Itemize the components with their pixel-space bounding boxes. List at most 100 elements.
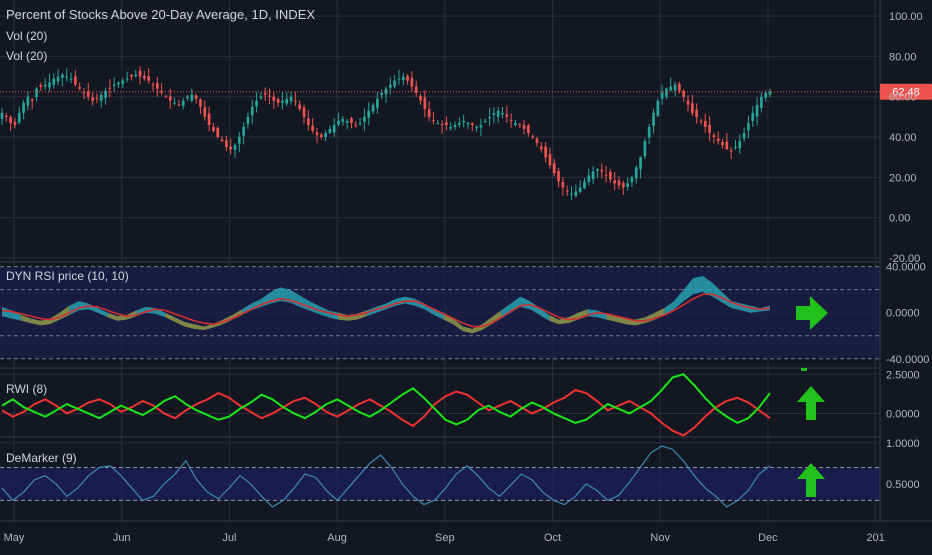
axis-layer: May Jun Jul Aug Sep Oct Nov Dec 201 100.00 80.00 60… [4, 11, 930, 544]
candle-body [39, 85, 43, 87]
candle-body [233, 145, 237, 150]
candle-body [505, 114, 509, 117]
candle-body [669, 86, 673, 91]
candle-body [587, 175, 591, 182]
candle-body [298, 104, 302, 109]
candle-body [716, 138, 720, 142]
candle-body [104, 90, 107, 98]
candle-body [673, 84, 677, 91]
dyn-rsi-cloud-segment [510, 296, 521, 313]
candle-body [22, 102, 25, 113]
candle-body [281, 100, 284, 104]
rwi-high-line [1, 373, 771, 426]
candle-body [388, 84, 392, 88]
candle-body [48, 82, 51, 88]
candle-body [712, 135, 716, 138]
candle-body [522, 124, 526, 129]
candle-body [596, 169, 599, 171]
candle-body [548, 154, 552, 166]
candle-body [768, 91, 772, 95]
candle-body [755, 104, 759, 117]
candle-body [86, 91, 90, 97]
candle-body [263, 92, 267, 95]
time-axis-label: May [4, 532, 25, 544]
dyn-rsi-cloud-segment [568, 312, 578, 324]
dyn-rsi-cloud-segment [539, 308, 550, 321]
candle-body [647, 126, 651, 138]
time-axis-label: 201 [866, 532, 884, 544]
dyn-rsi-cloud-segment [530, 301, 540, 315]
candle-body [168, 96, 172, 101]
candle-body [445, 122, 448, 125]
candle-body [117, 82, 120, 85]
candle-body [74, 76, 77, 85]
pane-separators [0, 0, 932, 522]
candle-body [751, 112, 755, 121]
candle-body [458, 122, 461, 125]
candle-body [164, 96, 168, 98]
candle-body [345, 120, 349, 123]
candle-body [453, 124, 457, 128]
candle-body [561, 181, 565, 188]
candle-body [358, 122, 362, 124]
dyn-rsi-cloud-segment [117, 315, 127, 321]
candle-body [531, 136, 535, 138]
candle-body [691, 103, 694, 113]
dyn-rsi-cloud-segment [165, 312, 175, 322]
rwi-low-line [1, 388, 771, 437]
price-axis-tick: 80.00 [889, 51, 917, 63]
candle-body [656, 100, 660, 117]
candle-body [492, 112, 496, 115]
time-axis-label: Jul [222, 532, 236, 544]
right-arrow-icon [796, 296, 828, 330]
candle-body [617, 180, 621, 186]
rwi-axis-tick: 0.0000 [886, 408, 920, 420]
candle-body [639, 157, 642, 170]
dyn-rsi-cloud-segment [453, 318, 463, 332]
candle-body [160, 90, 163, 93]
candle-body [294, 100, 297, 102]
candle-body [246, 116, 250, 124]
candle-body [432, 120, 435, 122]
price-axis-tick: 60.00 [889, 92, 917, 104]
candle-body [695, 109, 698, 117]
candle-body [242, 126, 245, 136]
demarker-title: DeMarker (9) [6, 451, 77, 465]
candle-body [686, 100, 690, 105]
series-layer [0, 65, 772, 508]
candle-body [354, 124, 358, 126]
candle-body [419, 96, 422, 101]
candle-body [78, 86, 81, 89]
up-arrow-icon [797, 463, 825, 497]
candle-body [194, 95, 198, 99]
dyn-rsi-axis-tick: 40.0000 [886, 262, 926, 274]
candle-body [760, 96, 763, 108]
candle-body [276, 98, 280, 103]
candle-body [393, 80, 396, 87]
candle-body [423, 97, 427, 109]
candle-body [449, 126, 453, 129]
time-axis-label: Nov [650, 532, 670, 544]
time-axis-label: Sep [435, 532, 455, 544]
candle-body [35, 88, 38, 97]
dyn-rsi-cloud-segment [40, 318, 50, 326]
candle-body [721, 141, 724, 146]
candle-body [61, 74, 64, 78]
candle-body [406, 76, 409, 81]
candle-body [652, 112, 655, 126]
candle-body [17, 112, 21, 123]
candle-body [488, 116, 491, 119]
candle-body [678, 83, 681, 91]
dyn-rsi-cloud-segment [155, 308, 166, 318]
dyn-rsi-cloud-segment [309, 301, 319, 314]
arrow-fragment [801, 368, 807, 371]
candle-body [125, 78, 129, 80]
candle-body [181, 100, 185, 106]
dyn-rsi-cloud-segment [462, 326, 473, 334]
candle-body [151, 84, 155, 86]
candle-body [259, 96, 263, 99]
candle-body [43, 84, 47, 87]
candle-body [255, 100, 258, 107]
